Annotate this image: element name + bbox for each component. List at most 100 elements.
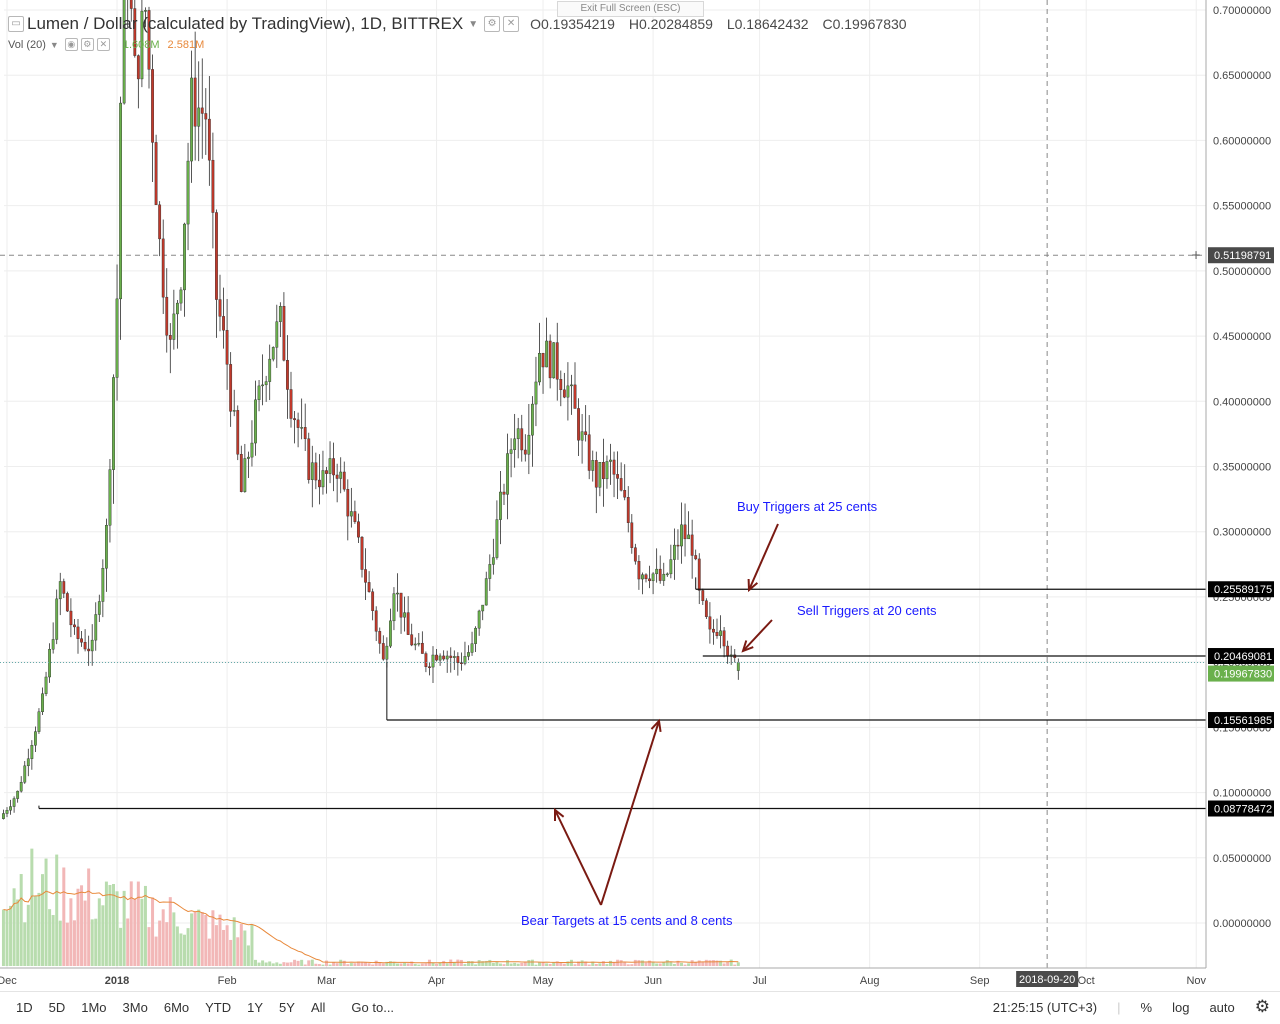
volume-bar — [385, 961, 389, 966]
collapse-icon[interactable]: ▭ — [8, 16, 24, 32]
timeframe-1y[interactable]: 1Y — [247, 999, 264, 1015]
candle-body — [445, 655, 449, 660]
volume-bar — [431, 962, 435, 966]
candle-body — [452, 656, 456, 658]
crosshair-price-badge — [1208, 247, 1274, 264]
timeframe-5y[interactable]: 5Y — [279, 999, 295, 1015]
candle-body — [669, 559, 673, 575]
candle-body — [641, 574, 644, 580]
volume-bar — [417, 964, 421, 966]
close-icon[interactable]: ✕ — [96, 38, 110, 51]
volume-bar — [339, 959, 343, 966]
settings-icon[interactable]: ⚙ — [484, 16, 501, 32]
candle-body — [353, 511, 357, 522]
candle-body — [467, 652, 470, 657]
crosshair-price-label: 0.51198791 — [1214, 250, 1271, 262]
candle-body — [204, 113, 208, 120]
arrow-line — [742, 619, 773, 652]
volume-bar — [573, 964, 577, 966]
exit-fullscreen-button[interactable]: Exit Full Screen (ESC) — [557, 1, 704, 17]
volume-bar — [101, 905, 105, 966]
candle-body — [65, 593, 69, 612]
candle-body — [516, 428, 520, 440]
volume-bar — [459, 959, 463, 966]
timeframe-1mo[interactable]: 1Mo — [81, 999, 107, 1015]
volume-bar — [388, 961, 392, 966]
volume-bar — [58, 920, 62, 966]
arrow-line — [600, 720, 660, 906]
volume-bar — [523, 962, 527, 966]
volume-bar — [527, 959, 531, 966]
candle-body — [5, 810, 9, 814]
level-badge — [1208, 581, 1274, 598]
candle-body — [726, 645, 730, 657]
volume-bar — [687, 963, 691, 966]
last-price-label: 0.19967830 — [1214, 669, 1272, 681]
clock[interactable]: 21:25:15 (UTC+3) — [992, 999, 1098, 1015]
chevron-down-icon[interactable]: ▼ — [49, 39, 59, 50]
goto-button[interactable]: Go to... — [351, 999, 395, 1015]
candle-body — [261, 384, 264, 387]
volume-bar — [594, 963, 598, 966]
volume-bar — [538, 962, 541, 966]
volume-bar — [616, 959, 620, 966]
volume-bar — [392, 961, 396, 966]
volume-bar — [715, 960, 719, 966]
y-tick-label: 0.30000000 — [1213, 527, 1271, 539]
percent-toggle[interactable]: % — [1140, 999, 1153, 1015]
timeframe-6mo[interactable]: 6Mo — [163, 999, 190, 1015]
candle-body — [722, 630, 726, 647]
arrow-line — [748, 523, 779, 591]
volume-bar — [190, 913, 194, 966]
gear-icon[interactable]: ⚙ — [1254, 997, 1270, 1016]
volume-bar — [601, 961, 605, 966]
candle-body — [190, 77, 193, 162]
eye-icon[interactable]: ◉ — [64, 38, 78, 51]
volume-bar — [399, 963, 403, 966]
volume-bar — [722, 963, 726, 966]
volume-bar — [97, 898, 101, 966]
volume-bar — [470, 961, 474, 966]
symbol-title[interactable]: Lumen / Dollar (calculated by TradingVie… — [27, 14, 464, 33]
volume-bar — [545, 963, 549, 966]
candle-body — [73, 624, 76, 628]
volume-bar — [456, 959, 460, 966]
volume-label[interactable]: Vol (20) — [8, 38, 46, 51]
candle-body — [658, 568, 662, 581]
y-tick-label: 0.05000000 — [1213, 853, 1271, 865]
volume-bar — [580, 960, 584, 966]
candle-body — [488, 564, 492, 579]
timeframe-ytd[interactable]: YTD — [205, 999, 232, 1015]
timeframe-all[interactable]: All — [310, 999, 326, 1015]
timeframe-1d[interactable]: 1D — [16, 999, 33, 1015]
volume-bar — [498, 963, 502, 966]
timeframe-3mo[interactable]: 3Mo — [122, 999, 148, 1015]
candle-body — [690, 534, 694, 556]
close-icon[interactable]: ✕ — [503, 16, 520, 32]
volume-bar — [243, 930, 247, 966]
volume-bar — [672, 963, 676, 966]
candle-body — [385, 645, 389, 660]
log-toggle[interactable]: log — [1172, 999, 1190, 1015]
candle-body — [76, 626, 80, 639]
candle-body — [158, 204, 162, 240]
candle-body — [523, 449, 527, 455]
timeframe-5d[interactable]: 5D — [48, 999, 66, 1015]
candle-body — [559, 379, 563, 391]
candle-body — [555, 342, 559, 380]
volume-bar — [12, 888, 16, 966]
candle-body — [314, 462, 318, 481]
chart-canvas[interactable]: Buy Triggers at 25 cents Sell Triggers at… — [0, 0, 1280, 990]
chevron-down-icon[interactable]: ▼ — [468, 18, 479, 30]
volume-ma-line — [3, 890, 739, 964]
candle-body — [591, 460, 595, 471]
candle-body — [236, 410, 240, 455]
volume-bar — [633, 959, 637, 966]
settings-icon[interactable]: ⚙ — [80, 38, 94, 51]
candle-body — [197, 107, 201, 127]
candle-body — [243, 458, 247, 492]
arrow-line — [554, 809, 602, 906]
volume-bar — [736, 962, 740, 966]
volume-bar — [104, 881, 108, 966]
auto-toggle[interactable]: auto — [1209, 999, 1235, 1015]
